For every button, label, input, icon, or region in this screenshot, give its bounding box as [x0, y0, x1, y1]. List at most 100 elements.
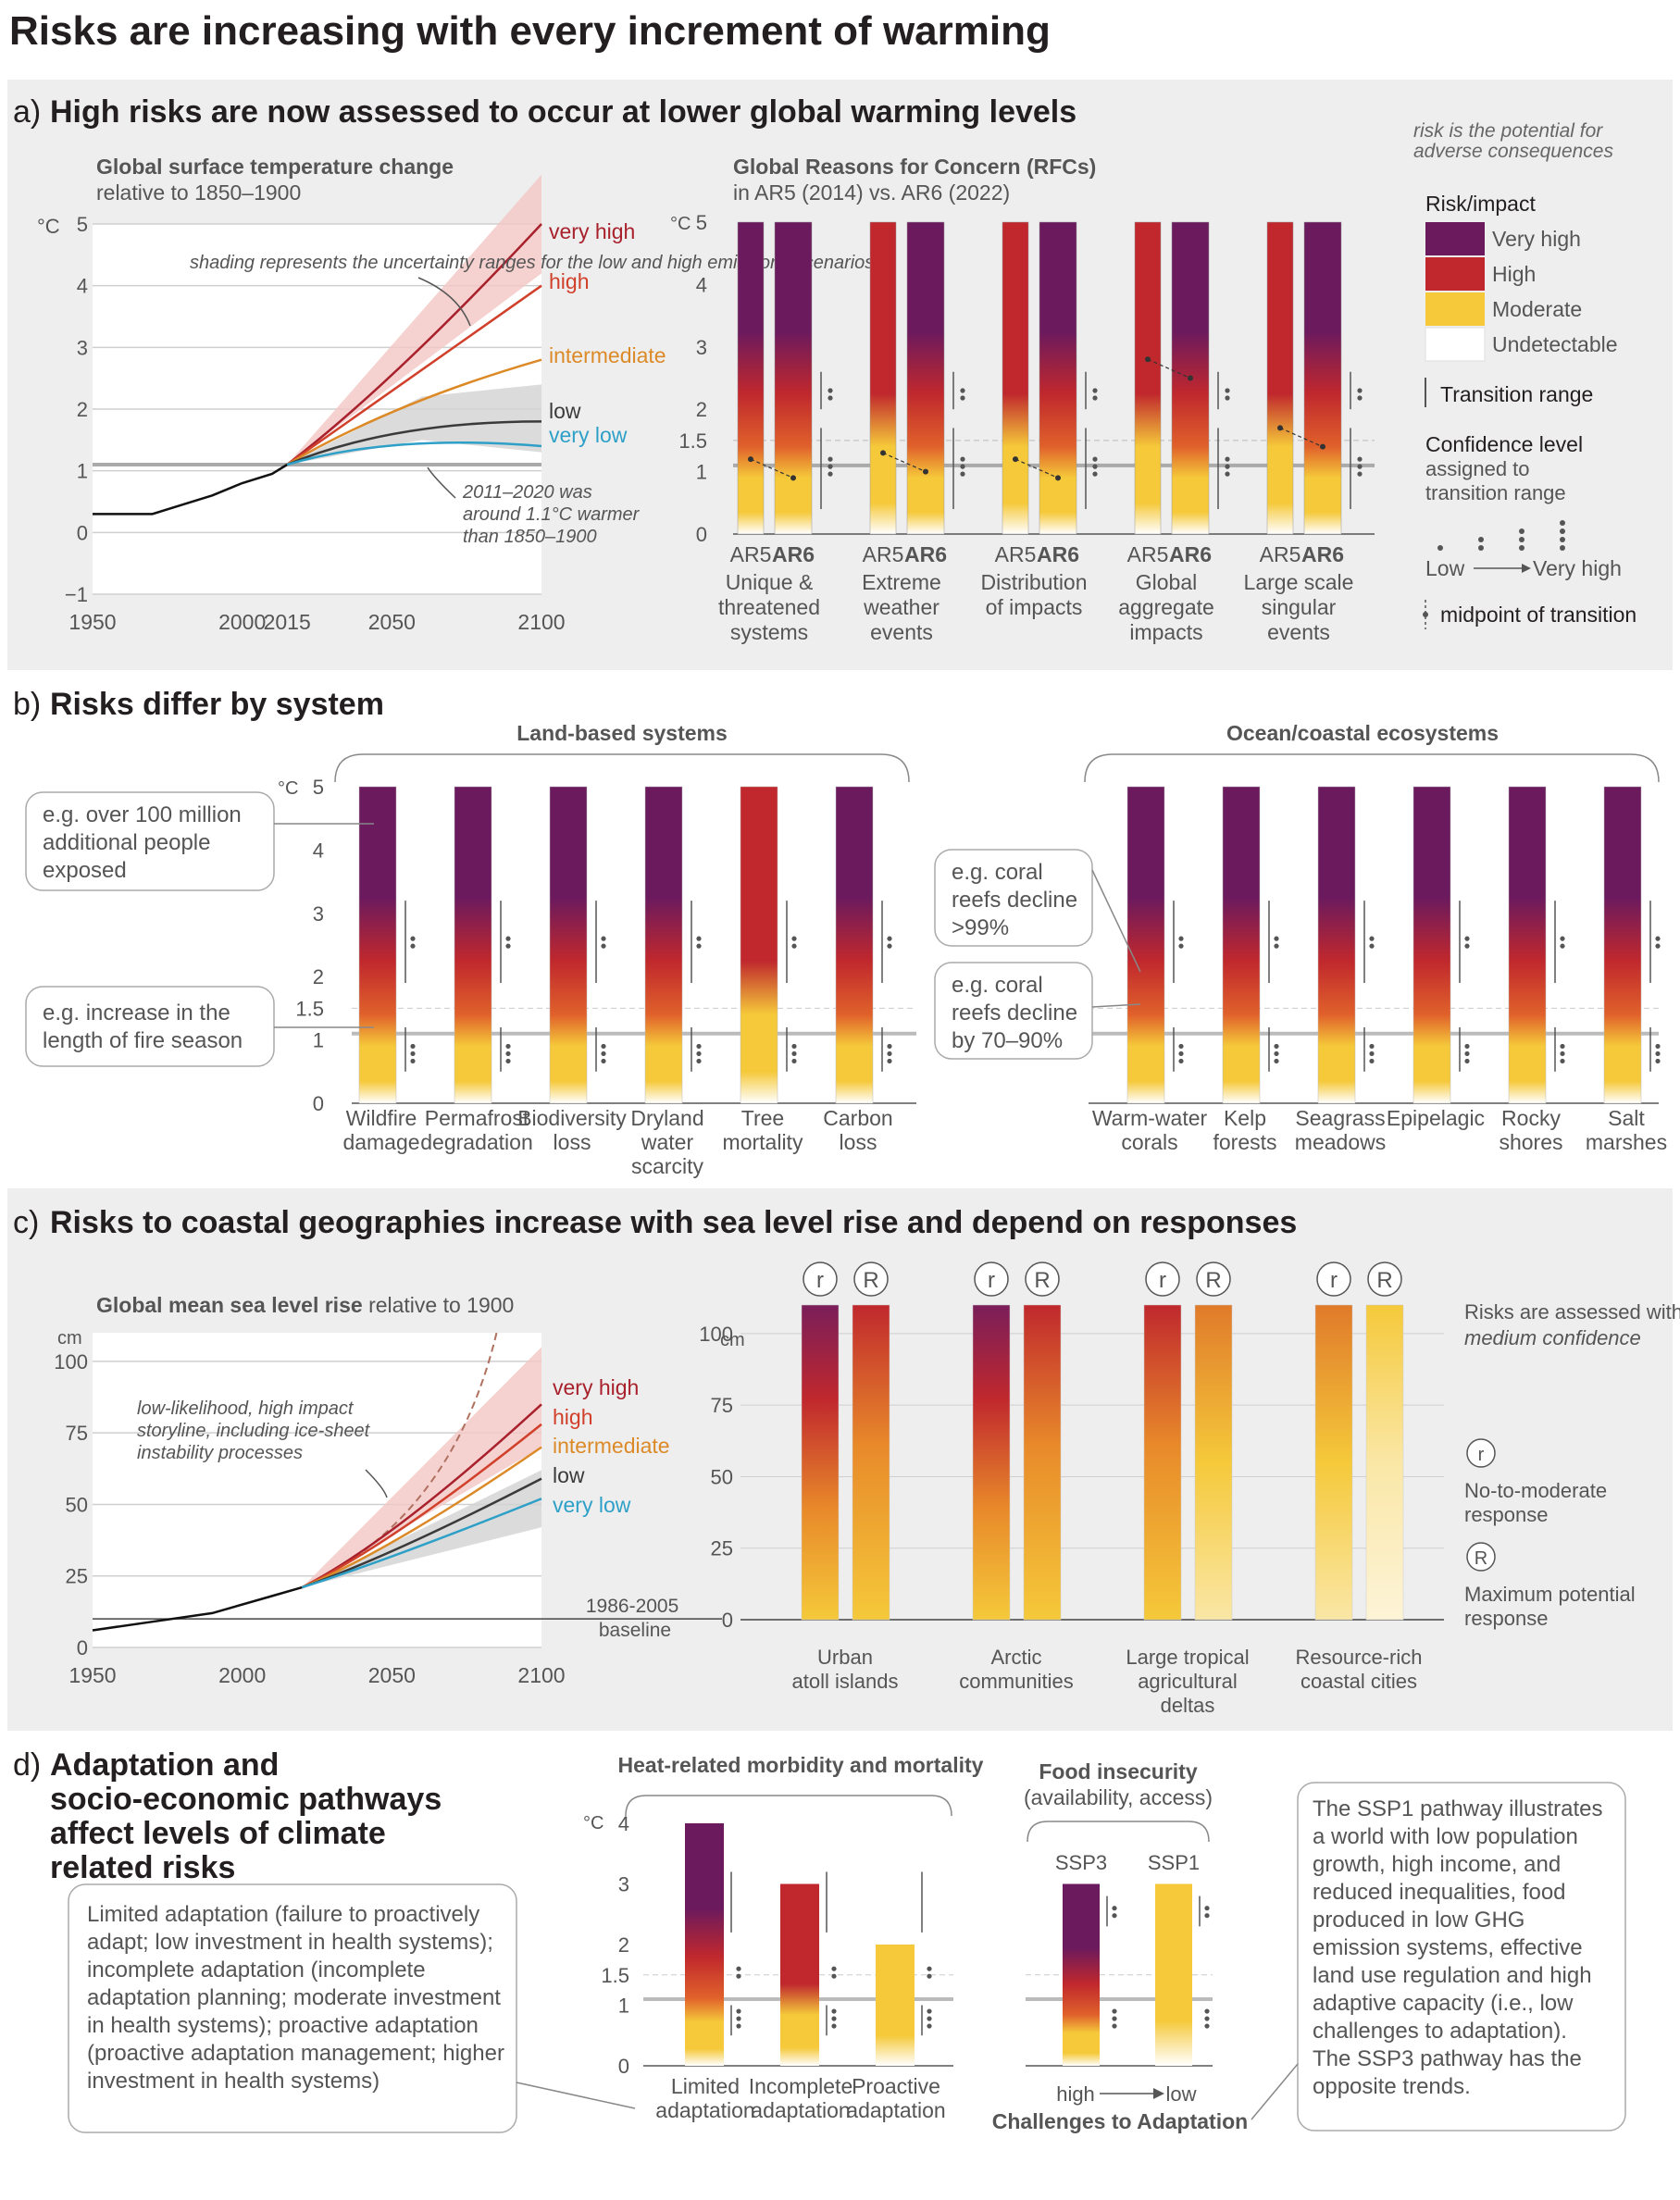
slr-series-line — [301, 1446, 542, 1589]
slr-y-tick: 0 — [77, 1636, 88, 1659]
heat-category-label: adaptation — [655, 2098, 754, 2122]
rfc-confidence-dot — [1092, 464, 1098, 469]
panel-a-letter: a) — [13, 94, 41, 130]
b-risk-bar — [1603, 786, 1642, 1104]
slr-baseline-label: 1986-2005 baseline — [586, 1596, 684, 1641]
rfc-bar-label: AR5 — [1260, 542, 1301, 566]
d-y-tick: 3 — [618, 1873, 629, 1896]
b-confidence-dot — [791, 1043, 797, 1050]
b-category-label: Biodiversity — [517, 1106, 627, 1130]
slr-series-label: very high — [553, 1375, 639, 1399]
rfc-bar-label: AR6 — [1301, 542, 1344, 566]
callout-coral-99-text: e.g. coral reefs decline >99% — [952, 860, 1084, 940]
legend-swatch — [1425, 292, 1485, 326]
temp-series-line — [286, 223, 542, 466]
rfc-confidence-dot — [960, 464, 965, 469]
b-confidence-dot — [696, 943, 702, 949]
b-confidence-dot — [887, 943, 892, 949]
temp-y-tick: 1 — [77, 460, 88, 483]
coast-response-letter: r — [988, 1268, 995, 1293]
risk-legend: Very high High Moderate Undetectable Transit… — [1423, 222, 1636, 629]
coast-response-letter: R — [1205, 1268, 1221, 1293]
rfc-bar-label: AR6 — [1037, 542, 1079, 566]
b-y-tick: 5 — [313, 776, 324, 799]
rfc-confidence-dot — [1225, 456, 1230, 462]
coast-response-letter: R — [863, 1268, 878, 1293]
coast-response-icon — [1367, 1262, 1402, 1297]
b-risk-bar — [1412, 786, 1451, 1104]
b-confidence-dot — [1274, 936, 1279, 941]
b-confidence-dot — [601, 1043, 606, 1050]
slr-y-tick: 75 — [66, 1422, 88, 1445]
slr-series-label: high — [553, 1405, 592, 1429]
temp-y-tick: 2 — [77, 398, 88, 421]
b-category-label: Salt — [1608, 1106, 1645, 1130]
legend-confidence-title: Confidence level — [1425, 432, 1583, 456]
b-y-tick: 0 — [313, 1092, 324, 1115]
rfc-bar-label: AR5 — [995, 542, 1037, 566]
b-confidence-dot — [887, 936, 892, 941]
heat-category-label: Limited — [671, 2074, 740, 2098]
coast-bar — [1023, 1304, 1062, 1621]
coast-unit: cm — [720, 1330, 745, 1350]
b-risk-bar — [1126, 786, 1165, 1104]
callout-fire-season — [25, 986, 275, 1067]
rfc-midpoint — [923, 468, 928, 475]
challenge-arrowhead — [1153, 2088, 1164, 2099]
temp-series-line — [286, 284, 542, 466]
rfc-confidence-dot — [1357, 395, 1363, 401]
rfc-bar-ar5 — [1002, 221, 1029, 535]
r-small-desc: No-to-moderate response — [1464, 1479, 1612, 1526]
ssp-text: The SSP1 pathway illustrates a world wit… — [1313, 1796, 1609, 2099]
ssp-label: SSP3 — [1055, 1851, 1107, 1874]
b-confidence-dot — [1655, 943, 1661, 949]
d-confidence-dot — [1112, 2016, 1117, 2021]
d-y-tick: 4 — [618, 1812, 629, 1835]
heat-category-label: adaptation — [846, 2098, 945, 2122]
b-category-label: Wildfire — [346, 1106, 417, 1130]
rfc-y-tick: 3 — [696, 336, 707, 359]
rfc-confidence-dot — [1357, 456, 1363, 462]
rfc-midpoint — [1320, 443, 1325, 450]
b-confidence-dot — [1274, 1058, 1279, 1064]
b-category-label: corals — [1121, 1130, 1177, 1154]
rfc-bar-ar5 — [1266, 221, 1294, 535]
rfc-subtitle: in AR5 (2014) vs. AR6 (2022) — [733, 180, 1010, 205]
coast-response-letter: r — [816, 1268, 824, 1293]
ocean-title: Ocean/coastal ecosystems — [1226, 721, 1499, 745]
coast-response-icon — [1196, 1262, 1231, 1297]
legend-confidence-dot — [1560, 520, 1565, 526]
land-bracket — [334, 753, 910, 783]
b-category-label: Tree — [741, 1106, 784, 1130]
rfc-y-tick: 1.5 — [678, 429, 707, 453]
rfc-confidence-dot — [1357, 388, 1363, 393]
coast-y-tick: 0 — [722, 1609, 733, 1632]
b-confidence-dot — [1560, 1043, 1565, 1050]
rfc-midpoint — [1013, 456, 1018, 463]
challenge-low: low — [1165, 2082, 1196, 2106]
rfc-bar-ar6 — [1303, 221, 1342, 535]
rfc-category-label: threatened — [718, 595, 820, 619]
rfc-confidence-dot — [828, 456, 833, 462]
heat-category-label: adaptation — [751, 2098, 850, 2122]
d-confidence-dot — [1204, 2008, 1210, 2014]
rfc-bar-ar5 — [1134, 221, 1162, 535]
b-confidence-dot — [696, 1050, 702, 1057]
b-confidence-dot — [1655, 1050, 1661, 1057]
d-y-tick: 2 — [618, 1933, 629, 1957]
panel-d-chart: 011.5234°CLimitedadaptationIncompleteada… — [583, 1812, 1213, 2122]
ocean-bracket — [1084, 753, 1660, 783]
b-category-label: marshes — [1586, 1130, 1667, 1154]
b-confidence-dot — [1369, 943, 1375, 949]
temp-series-label: intermediate — [549, 343, 666, 367]
coast-group-label: atoll islands — [792, 1670, 899, 1693]
b-confidence-dot — [410, 936, 416, 941]
d-confidence-dot — [927, 2023, 932, 2029]
b-y-tick: 2 — [313, 965, 324, 988]
slr-series-label: very low — [553, 1493, 631, 1517]
temp-x-tick: 2000 — [218, 610, 266, 634]
b-category-label: loss — [554, 1130, 591, 1154]
b-category-label: Warm-water — [1092, 1106, 1208, 1130]
